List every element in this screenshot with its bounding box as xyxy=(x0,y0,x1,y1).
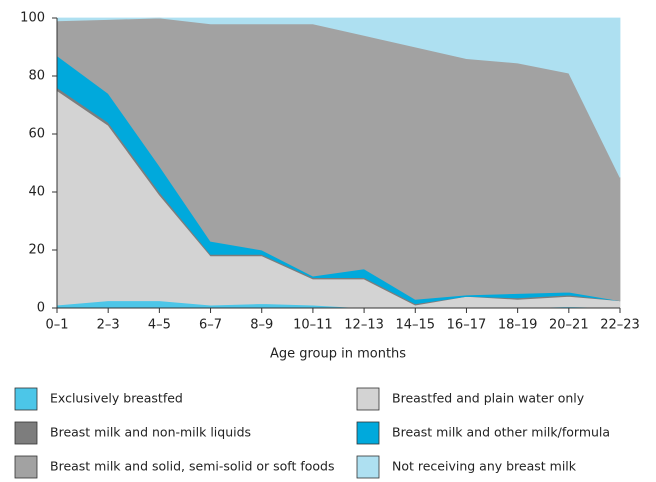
x-tick-label: 10–11 xyxy=(293,318,333,333)
legend-label: Breast milk and solid, semi-solid or sof… xyxy=(50,459,335,474)
x-tick-label: 22–23 xyxy=(600,318,640,333)
legend-swatch xyxy=(356,421,380,445)
x-tick-label: 4–5 xyxy=(148,318,171,333)
legend-label: Not receiving any breast milk xyxy=(392,459,577,474)
x-tick-label: 0–1 xyxy=(45,318,68,333)
x-tick-label: 20–21 xyxy=(549,318,589,333)
legend-swatch xyxy=(14,455,38,479)
y-tick-label: 0 xyxy=(37,301,45,316)
y-tick-label: 100 xyxy=(20,11,45,26)
x-tick-label: 14–15 xyxy=(395,318,435,333)
legend-label: Exclusively breastfed xyxy=(50,391,183,406)
area xyxy=(56,17,621,178)
legend-swatch xyxy=(14,387,38,411)
x-tick-label: 12–13 xyxy=(344,318,384,333)
legend-swatch xyxy=(14,421,38,445)
x-axis-title: Age group in months xyxy=(270,347,406,362)
legend: Exclusively breastfed Breastfed and plain… xyxy=(14,387,610,479)
y-tick-label: 40 xyxy=(28,185,45,200)
legend-label: Breast milk and non-milk liquids xyxy=(50,425,251,440)
y-tick-label: 80 xyxy=(28,69,45,84)
y-tick-label: 60 xyxy=(28,127,45,142)
y-tick-label: 20 xyxy=(28,243,45,258)
legend-label: Breastfed and plain water only xyxy=(392,391,585,406)
x-tick-label: 18–19 xyxy=(498,318,538,333)
x-tick-label: 16–17 xyxy=(447,318,487,333)
x-tick-label: 8–9 xyxy=(250,318,273,333)
legend-swatch xyxy=(356,387,380,411)
plot-area xyxy=(56,17,621,309)
legend-label: Breast milk and other milk/formula xyxy=(392,425,610,440)
legend-swatch xyxy=(356,455,380,479)
x-tick-label: 6–7 xyxy=(199,318,222,333)
x-tick-label: 2–3 xyxy=(97,318,120,333)
